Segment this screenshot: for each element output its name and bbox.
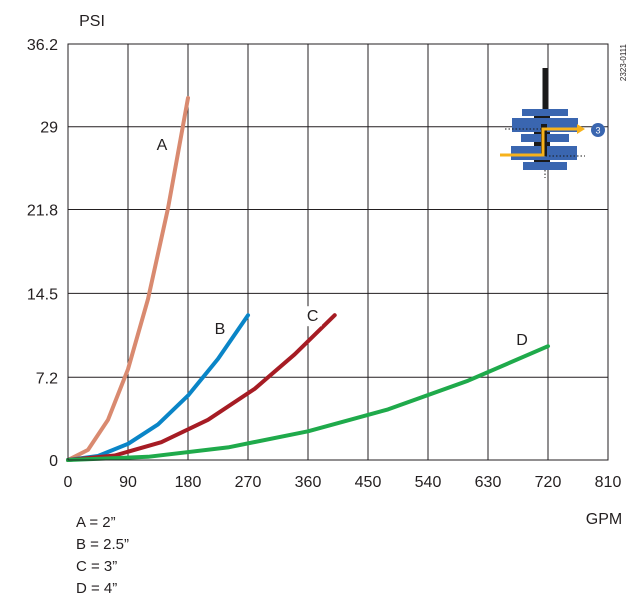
y-tick-label: 0 [49,453,58,470]
y-axis-label: PSI [79,13,105,30]
y-tick-label: 29 [40,120,58,137]
series-line-a [66,96,190,462]
x-tick-label: 450 [355,474,382,491]
series-label-bg [303,306,322,327]
series-label-b: B [215,321,226,338]
tick-labels: 0 90 180 270 360 450 540 630 720 810 0 7.2 14.5 21.8 2… [27,37,622,491]
legend-note-d: D = 4” [76,580,118,597]
flow-badge [591,123,605,137]
flow-badge-label: 3 [595,126,600,136]
x-tick-label: 360 [295,474,322,491]
legend-note-a: A = 2” [76,514,116,531]
series-line-d [66,344,550,462]
figure-code: 2323-0111 [619,43,628,81]
series-label-bg [211,319,229,340]
legend-note-b: B = 2.5” [76,536,129,553]
x-tick-label: 540 [415,474,442,491]
y-tick-label: 21.8 [27,202,58,219]
x-tick-label: 810 [595,474,622,491]
x-tick-label: 180 [175,474,202,491]
y-tick-label: 7.2 [36,370,58,387]
series-label-a: A [157,137,168,154]
series-label-bg [153,135,171,156]
series-label-d: D [516,332,528,349]
y-tick-label: 36.2 [27,37,58,54]
series-label-c: C [307,308,319,325]
valve-flow-diagram-icon: 3 [500,68,605,178]
x-axis-label: GPM [586,511,622,528]
x-tick-label: 630 [475,474,502,491]
x-tick-label: 90 [119,474,137,491]
x-tick-label: 0 [64,474,73,491]
y-tick-label: 14.5 [27,286,58,303]
data-series: A B C D [66,96,550,462]
series-line-c [66,313,337,462]
x-tick-label: 270 [235,474,262,491]
series-label-bg [513,330,531,351]
legend-note-c: C = 3” [76,558,118,575]
plot-frame [67,43,609,461]
x-tick-label: 720 [535,474,562,491]
